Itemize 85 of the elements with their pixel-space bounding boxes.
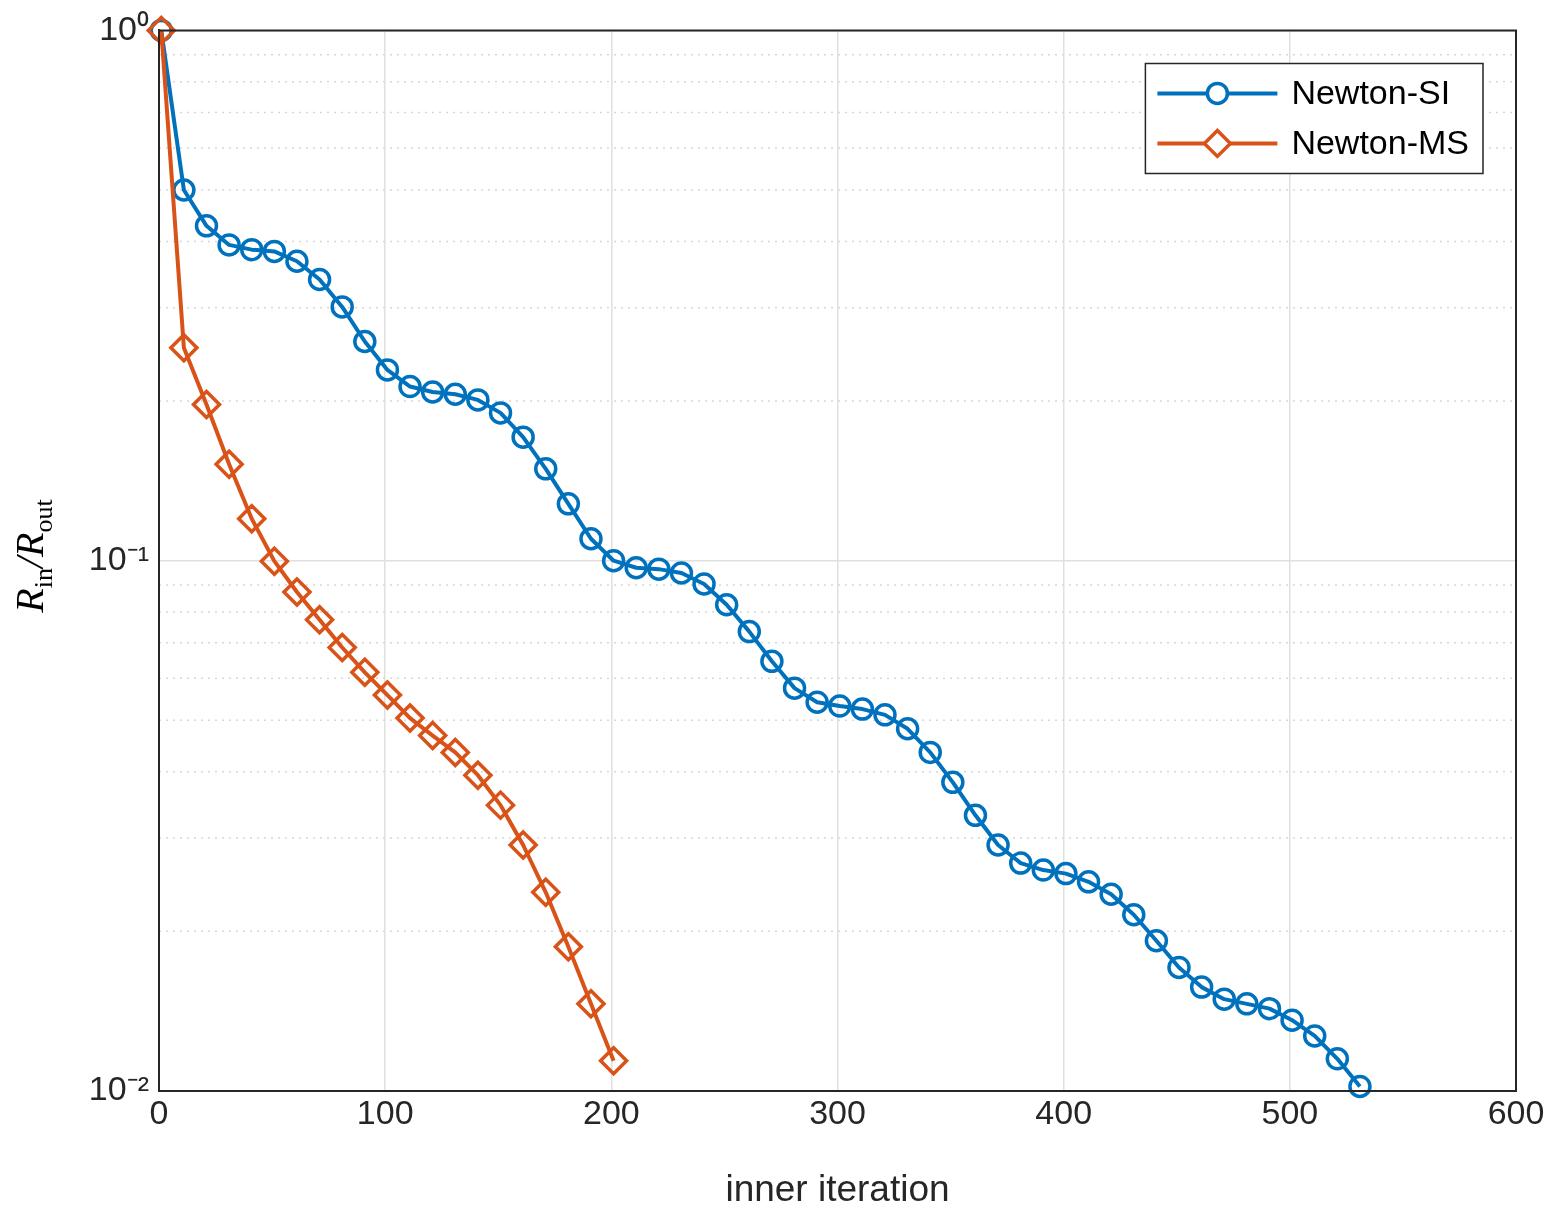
- point: [417, 720, 448, 751]
- point: [1235, 992, 1259, 1016]
- point: [1325, 1047, 1350, 1071]
- point: [285, 249, 309, 274]
- point: [918, 740, 942, 765]
- point: [1076, 870, 1101, 894]
- point: [601, 548, 626, 573]
- x-tick-label: 500: [1261, 1092, 1319, 1131]
- point: [353, 329, 377, 354]
- point: [488, 401, 513, 425]
- point: [782, 676, 807, 700]
- point: [692, 572, 716, 596]
- point: [895, 717, 920, 741]
- point: [647, 557, 671, 581]
- point: [214, 449, 244, 480]
- point: [1348, 1074, 1372, 1099]
- point: [531, 877, 561, 908]
- y-tick-label: 10⁰: [99, 8, 149, 47]
- point: [737, 619, 762, 644]
- point: [372, 680, 403, 710]
- point: [262, 239, 287, 264]
- point: [1054, 861, 1078, 886]
- x-tick-label: 600: [1487, 1092, 1545, 1131]
- y-tick-label: 10⁻¹: [88, 539, 149, 578]
- point: [873, 703, 897, 727]
- point: [304, 604, 335, 635]
- x-axis-title: inner iteration: [725, 1168, 950, 1209]
- point: [1189, 975, 1214, 999]
- point: [350, 657, 380, 688]
- point: [553, 932, 584, 962]
- point: [259, 546, 290, 576]
- x-tick-label: 200: [582, 1092, 640, 1131]
- x-tick-label: 400: [1035, 1092, 1093, 1131]
- point: [986, 833, 1010, 857]
- legend-label: Newton-SI: [1291, 72, 1451, 111]
- point: [1212, 987, 1236, 1011]
- point: [598, 1046, 629, 1076]
- point: [395, 703, 425, 733]
- point: [1008, 851, 1033, 875]
- y-tick-label: 10⁻²: [88, 1069, 149, 1108]
- point: [963, 803, 988, 828]
- point: [443, 382, 468, 407]
- point: [217, 233, 241, 257]
- point: [307, 267, 332, 292]
- point: [714, 592, 739, 617]
- point: [466, 388, 490, 412]
- point: [194, 214, 219, 238]
- point: [556, 492, 581, 516]
- point: [282, 577, 312, 607]
- point: [398, 374, 422, 399]
- point: [440, 737, 471, 768]
- point: [1099, 882, 1123, 906]
- point: [169, 333, 199, 363]
- point: [239, 237, 264, 262]
- point: [850, 697, 875, 721]
- point: [1031, 858, 1056, 882]
- x-tick-label: 300: [809, 1092, 866, 1131]
- point: [327, 632, 357, 663]
- point: [1257, 996, 1282, 1021]
- point: [828, 694, 852, 718]
- point: [1167, 955, 1191, 980]
- point: [463, 760, 493, 790]
- x-tick-label: 0: [149, 1092, 169, 1131]
- point: [1122, 902, 1146, 927]
- point: [485, 790, 516, 820]
- point: [1302, 1024, 1327, 1048]
- point: [375, 358, 400, 382]
- point: [534, 457, 558, 481]
- point: [330, 295, 354, 319]
- point: [576, 989, 606, 1019]
- point: [1144, 929, 1169, 953]
- point: [624, 555, 648, 580]
- point: [1280, 1008, 1304, 1032]
- point: [941, 770, 965, 795]
- point: [508, 830, 538, 860]
- point: [579, 527, 603, 551]
- point: [191, 389, 222, 420]
- point: [760, 649, 784, 674]
- point: [236, 503, 267, 534]
- point: [805, 690, 829, 714]
- point: [420, 380, 445, 404]
- point: [511, 425, 535, 449]
- point: [669, 561, 694, 585]
- x-tick-label: 100: [356, 1092, 414, 1131]
- legend-label: Newton-MS: [1291, 122, 1470, 161]
